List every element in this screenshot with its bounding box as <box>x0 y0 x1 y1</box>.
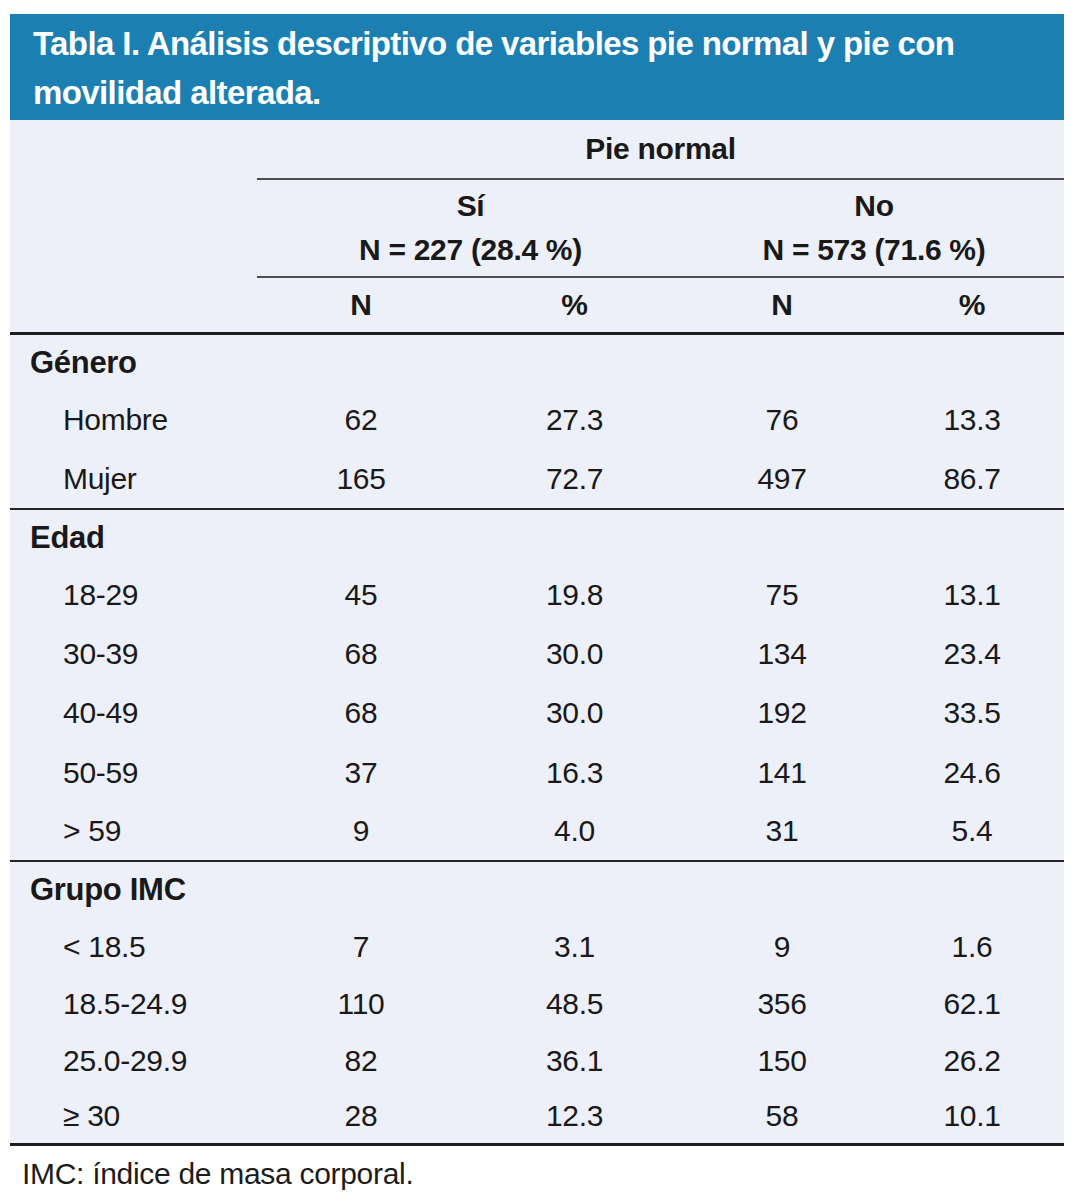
cell-value: 7 <box>257 918 465 975</box>
cell-value: 28 <box>257 1089 465 1146</box>
subgroup-no-label: No <box>854 184 893 228</box>
row-label: ≥ 30 <box>10 1089 257 1146</box>
cell-value: 27.3 <box>465 390 684 449</box>
cell-value: 75 <box>684 565 880 624</box>
row-label: 50-59 <box>10 743 257 802</box>
column-group-header: Pie normal <box>257 120 1064 180</box>
row-label: 30-39 <box>10 624 257 683</box>
subgroup-no: No N = 573 (71.6 %) <box>684 180 1064 278</box>
cell-value: 37 <box>257 743 465 802</box>
cell-value: 76 <box>684 390 880 449</box>
cell-value: 4.0 <box>465 802 684 862</box>
cell-value: 72.7 <box>465 449 684 510</box>
cell-value: 36.1 <box>465 1032 684 1089</box>
cell-value: 13.3 <box>880 390 1064 449</box>
cell-value: 19.8 <box>465 565 684 624</box>
cell-value: 10.1 <box>880 1089 1064 1146</box>
cell-value: 5.4 <box>880 802 1064 862</box>
section-header-grupo-imc: Grupo IMC <box>10 862 1064 918</box>
row-label: > 59 <box>10 802 257 862</box>
cell-value: 192 <box>684 683 880 743</box>
cell-value: 68 <box>257 683 465 743</box>
subgroup-no-n: N = 573 (71.6 %) <box>763 228 986 272</box>
table-title-bar: Tabla I. Análisis descriptivo de variabl… <box>10 14 1064 120</box>
cell-value: 12.3 <box>465 1089 684 1146</box>
column-header-n-no: N <box>684 278 880 335</box>
cell-value: 16.3 <box>465 743 684 802</box>
cell-value: 68 <box>257 624 465 683</box>
cell-value: 58 <box>684 1089 880 1146</box>
row-label: 25.0-29.9 <box>10 1032 257 1089</box>
cell-value: 82 <box>257 1032 465 1089</box>
section-header-edad: Edad <box>10 510 1064 565</box>
row-label: Hombre <box>10 390 257 449</box>
cell-value: 62.1 <box>880 975 1064 1032</box>
cell-value: 24.6 <box>880 743 1064 802</box>
row-label: < 18.5 <box>10 918 257 975</box>
row-label: 18.5-24.9 <box>10 975 257 1032</box>
column-header-pct-si: % <box>465 278 684 335</box>
cell-value: 13.1 <box>880 565 1064 624</box>
cell-value: 45 <box>257 565 465 624</box>
row-label: 18-29 <box>10 565 257 624</box>
section-header-genero: Género <box>10 335 1064 390</box>
cell-value: 497 <box>684 449 880 510</box>
column-header-n-si: N <box>257 278 465 335</box>
cell-value: 33.5 <box>880 683 1064 743</box>
cell-value: 150 <box>684 1032 880 1089</box>
cell-value: 9 <box>684 918 880 975</box>
table-footnote: IMC: índice de masa corporal. <box>22 1157 413 1191</box>
cell-value: 48.5 <box>465 975 684 1032</box>
cell-value: 30.0 <box>465 624 684 683</box>
cell-value: 3.1 <box>465 918 684 975</box>
header-spacer <box>10 278 257 335</box>
cell-value: 356 <box>684 975 880 1032</box>
cell-value: 23.4 <box>880 624 1064 683</box>
cell-value: 134 <box>684 624 880 683</box>
cell-value: 1.6 <box>880 918 1064 975</box>
column-header-pct-no: % <box>880 278 1064 335</box>
row-label: Mujer <box>10 449 257 510</box>
cell-value: 62 <box>257 390 465 449</box>
cell-value: 31 <box>684 802 880 862</box>
cell-value: 86.7 <box>880 449 1064 510</box>
cell-value: 165 <box>257 449 465 510</box>
cell-value: 9 <box>257 802 465 862</box>
subgroup-si-label: Sí <box>457 184 485 228</box>
header-spacer <box>10 120 257 180</box>
cell-value: 30.0 <box>465 683 684 743</box>
table-title: Tabla I. Análisis descriptivo de variabl… <box>33 19 1044 117</box>
cell-value: 26.2 <box>880 1032 1064 1089</box>
cell-value: 141 <box>684 743 880 802</box>
header-spacer <box>10 180 257 278</box>
cell-value: 110 <box>257 975 465 1032</box>
subgroup-si: Sí N = 227 (28.4 %) <box>257 180 684 278</box>
row-label: 40-49 <box>10 683 257 743</box>
subgroup-si-n: N = 227 (28.4 %) <box>359 228 582 272</box>
descriptive-table: Pie normal Sí N = 227 (28.4 %) No N = 57… <box>10 120 1064 1146</box>
